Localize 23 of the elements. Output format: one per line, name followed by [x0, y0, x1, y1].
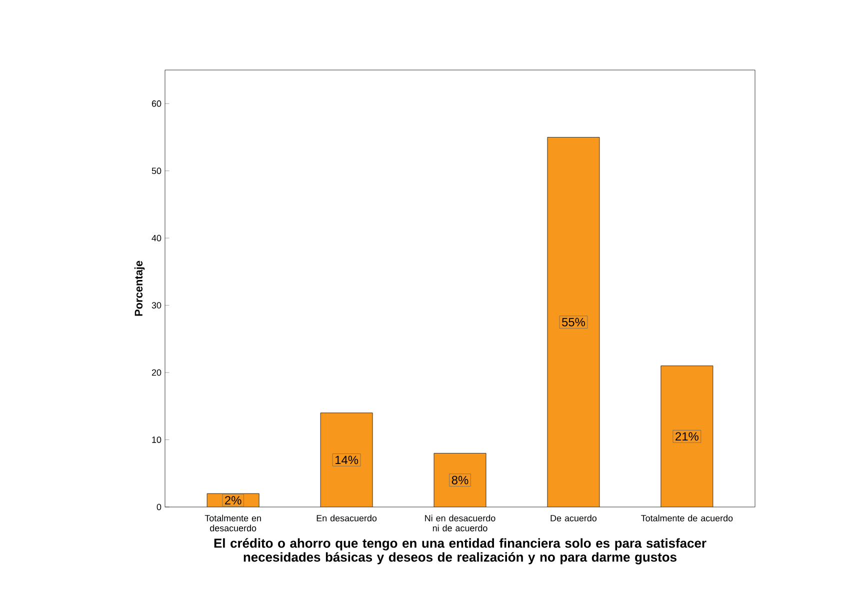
bar	[320, 412, 373, 507]
data-label: 14%	[335, 456, 358, 464]
x-axis-title: El crédito o ahorro que tengo en una entidad financiera solo es para satisfacer necesidades básicas y deseos de realización y no para darme gustos	[214, 538, 706, 564]
y-tick-label: 50	[152, 168, 162, 174]
x-tick-label: Totalmente en desacuerdo	[204, 514, 261, 532]
x-tick-label: Totalmente de acuerdo	[641, 514, 733, 522]
y-tick-label: 10	[152, 436, 162, 443]
x-tick-label: De acuerdo	[550, 514, 597, 522]
data-label: 21%	[676, 432, 698, 441]
bar	[547, 137, 600, 507]
bar	[660, 366, 714, 507]
data-label: 2%	[225, 496, 242, 504]
y-tick-label: 0	[156, 504, 162, 510]
y-tick-label: 40	[152, 234, 162, 242]
x-tick-label: Ni en desacuerdo ni de acuerdo	[425, 514, 496, 532]
data-label: 55%	[562, 318, 585, 326]
x-tick-label: En desacuerdo	[316, 514, 377, 522]
y-axis-title: Porcentaje	[134, 260, 145, 316]
y-tick-label: 20	[152, 369, 162, 376]
bar	[434, 453, 486, 507]
data-label: 8%	[452, 476, 468, 484]
y-tick-label: 60	[152, 100, 162, 107]
y-tick-label: 30	[152, 302, 162, 308]
